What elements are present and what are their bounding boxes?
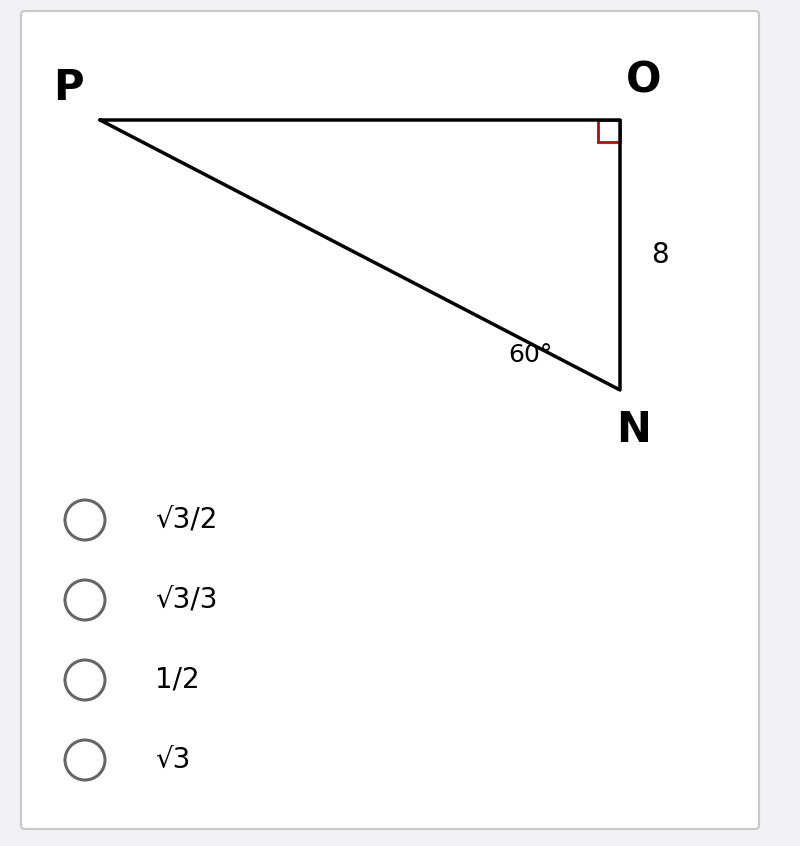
- FancyBboxPatch shape: [21, 11, 759, 829]
- Bar: [598, 120, 620, 142]
- Text: P: P: [53, 67, 83, 109]
- Text: √3/3: √3/3: [155, 586, 218, 614]
- Text: 8: 8: [651, 241, 669, 269]
- Text: 60°: 60°: [508, 343, 552, 367]
- Text: 1/2: 1/2: [155, 666, 200, 694]
- Text: N: N: [617, 409, 651, 451]
- Text: √3/2: √3/2: [155, 506, 218, 534]
- Text: √3: √3: [155, 746, 190, 774]
- Text: O: O: [626, 59, 662, 101]
